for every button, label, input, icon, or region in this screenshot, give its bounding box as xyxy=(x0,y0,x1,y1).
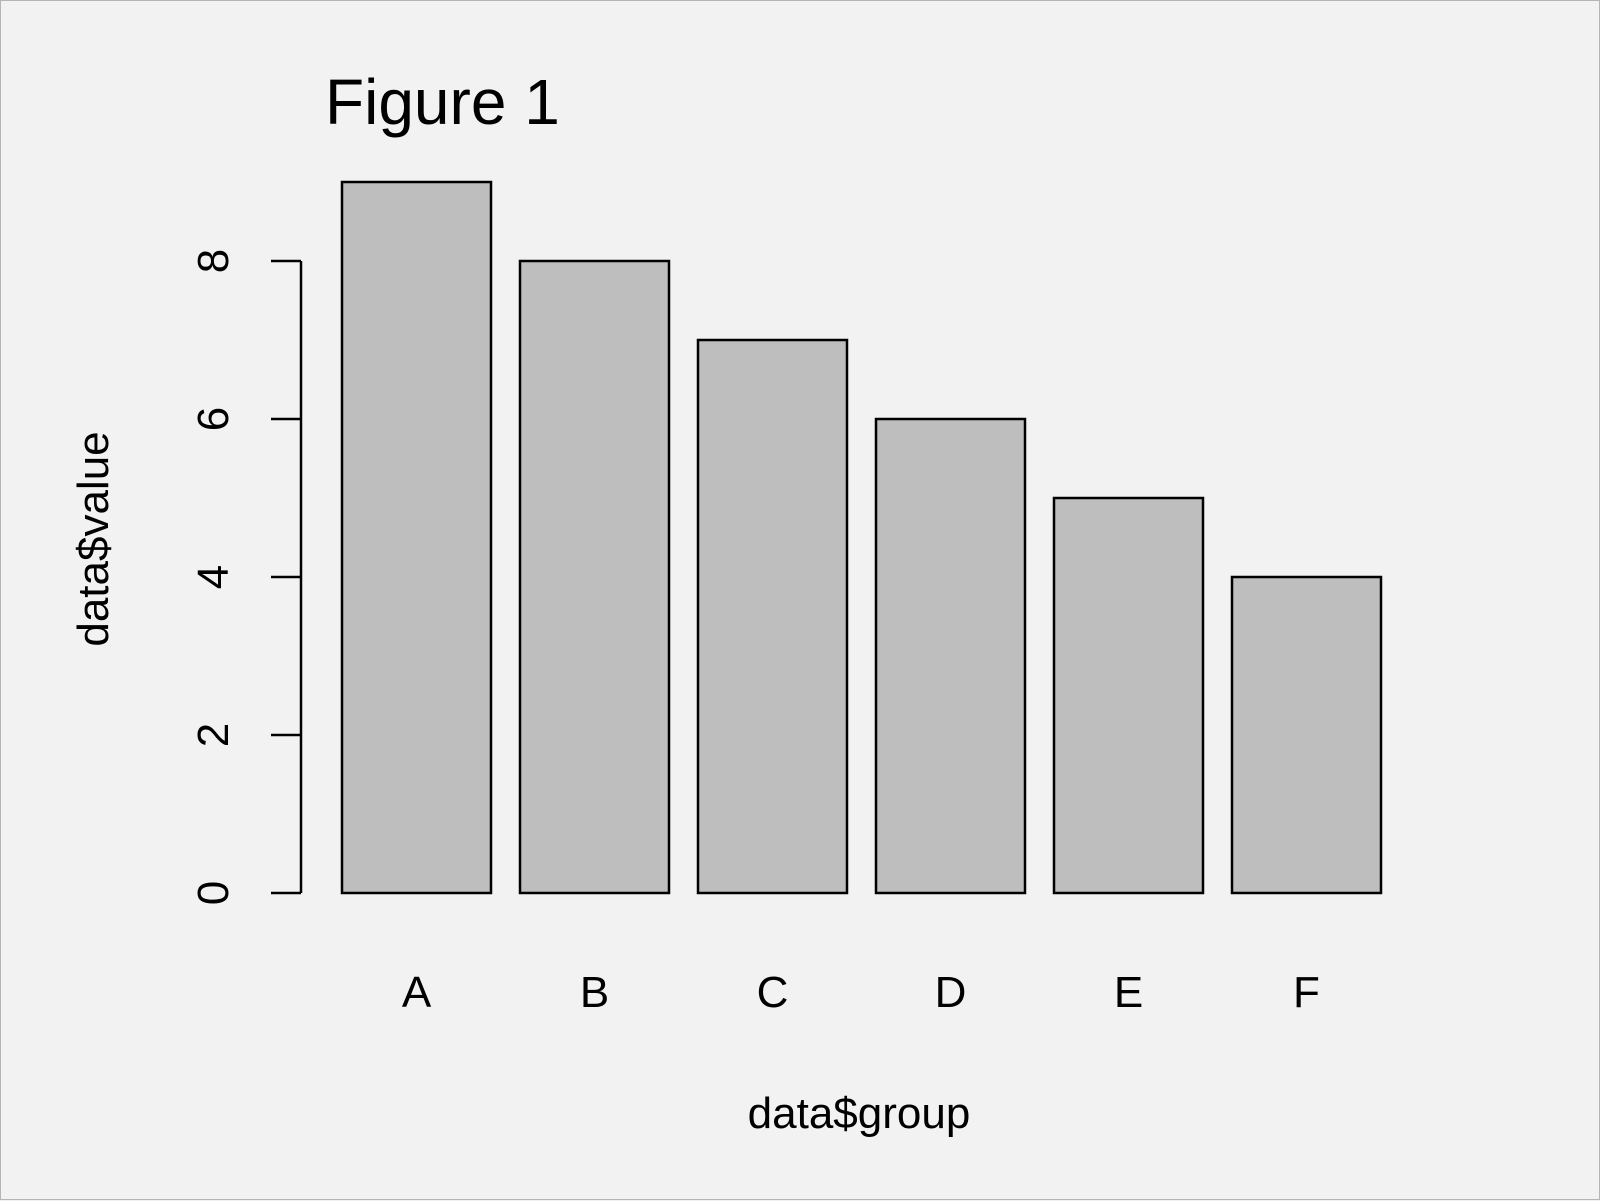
x-tick-label-C: C xyxy=(757,968,789,1017)
x-tick-label-F: F xyxy=(1293,968,1320,1017)
x-tick-label-D: D xyxy=(935,968,967,1017)
bar-E xyxy=(1052,496,1205,895)
bar-A xyxy=(340,180,493,895)
chart-title: Figure 1 xyxy=(325,66,560,138)
y-axis-label: data$value xyxy=(69,431,118,646)
y-tick-label-0: 0 xyxy=(189,881,238,905)
bar-B xyxy=(518,259,671,895)
x-tick-labels: A B C D E F xyxy=(402,968,1320,1017)
x-axis-label: data$group xyxy=(748,1089,971,1138)
bars-group xyxy=(340,180,1383,895)
y-tick-label-2: 2 xyxy=(189,723,238,747)
x-tick-label-A: A xyxy=(402,968,432,1017)
x-tick-label-B: B xyxy=(580,968,609,1017)
y-tick-label-4: 4 xyxy=(189,565,238,589)
y-tick-label-8: 8 xyxy=(189,249,238,273)
bar-D xyxy=(874,417,1027,895)
y-tick-label-6: 6 xyxy=(189,407,238,431)
x-tick-label-E: E xyxy=(1114,968,1143,1017)
y-axis: 0 2 4 6 8 xyxy=(189,249,303,905)
bar-C xyxy=(696,338,849,895)
bar-F xyxy=(1230,575,1383,895)
